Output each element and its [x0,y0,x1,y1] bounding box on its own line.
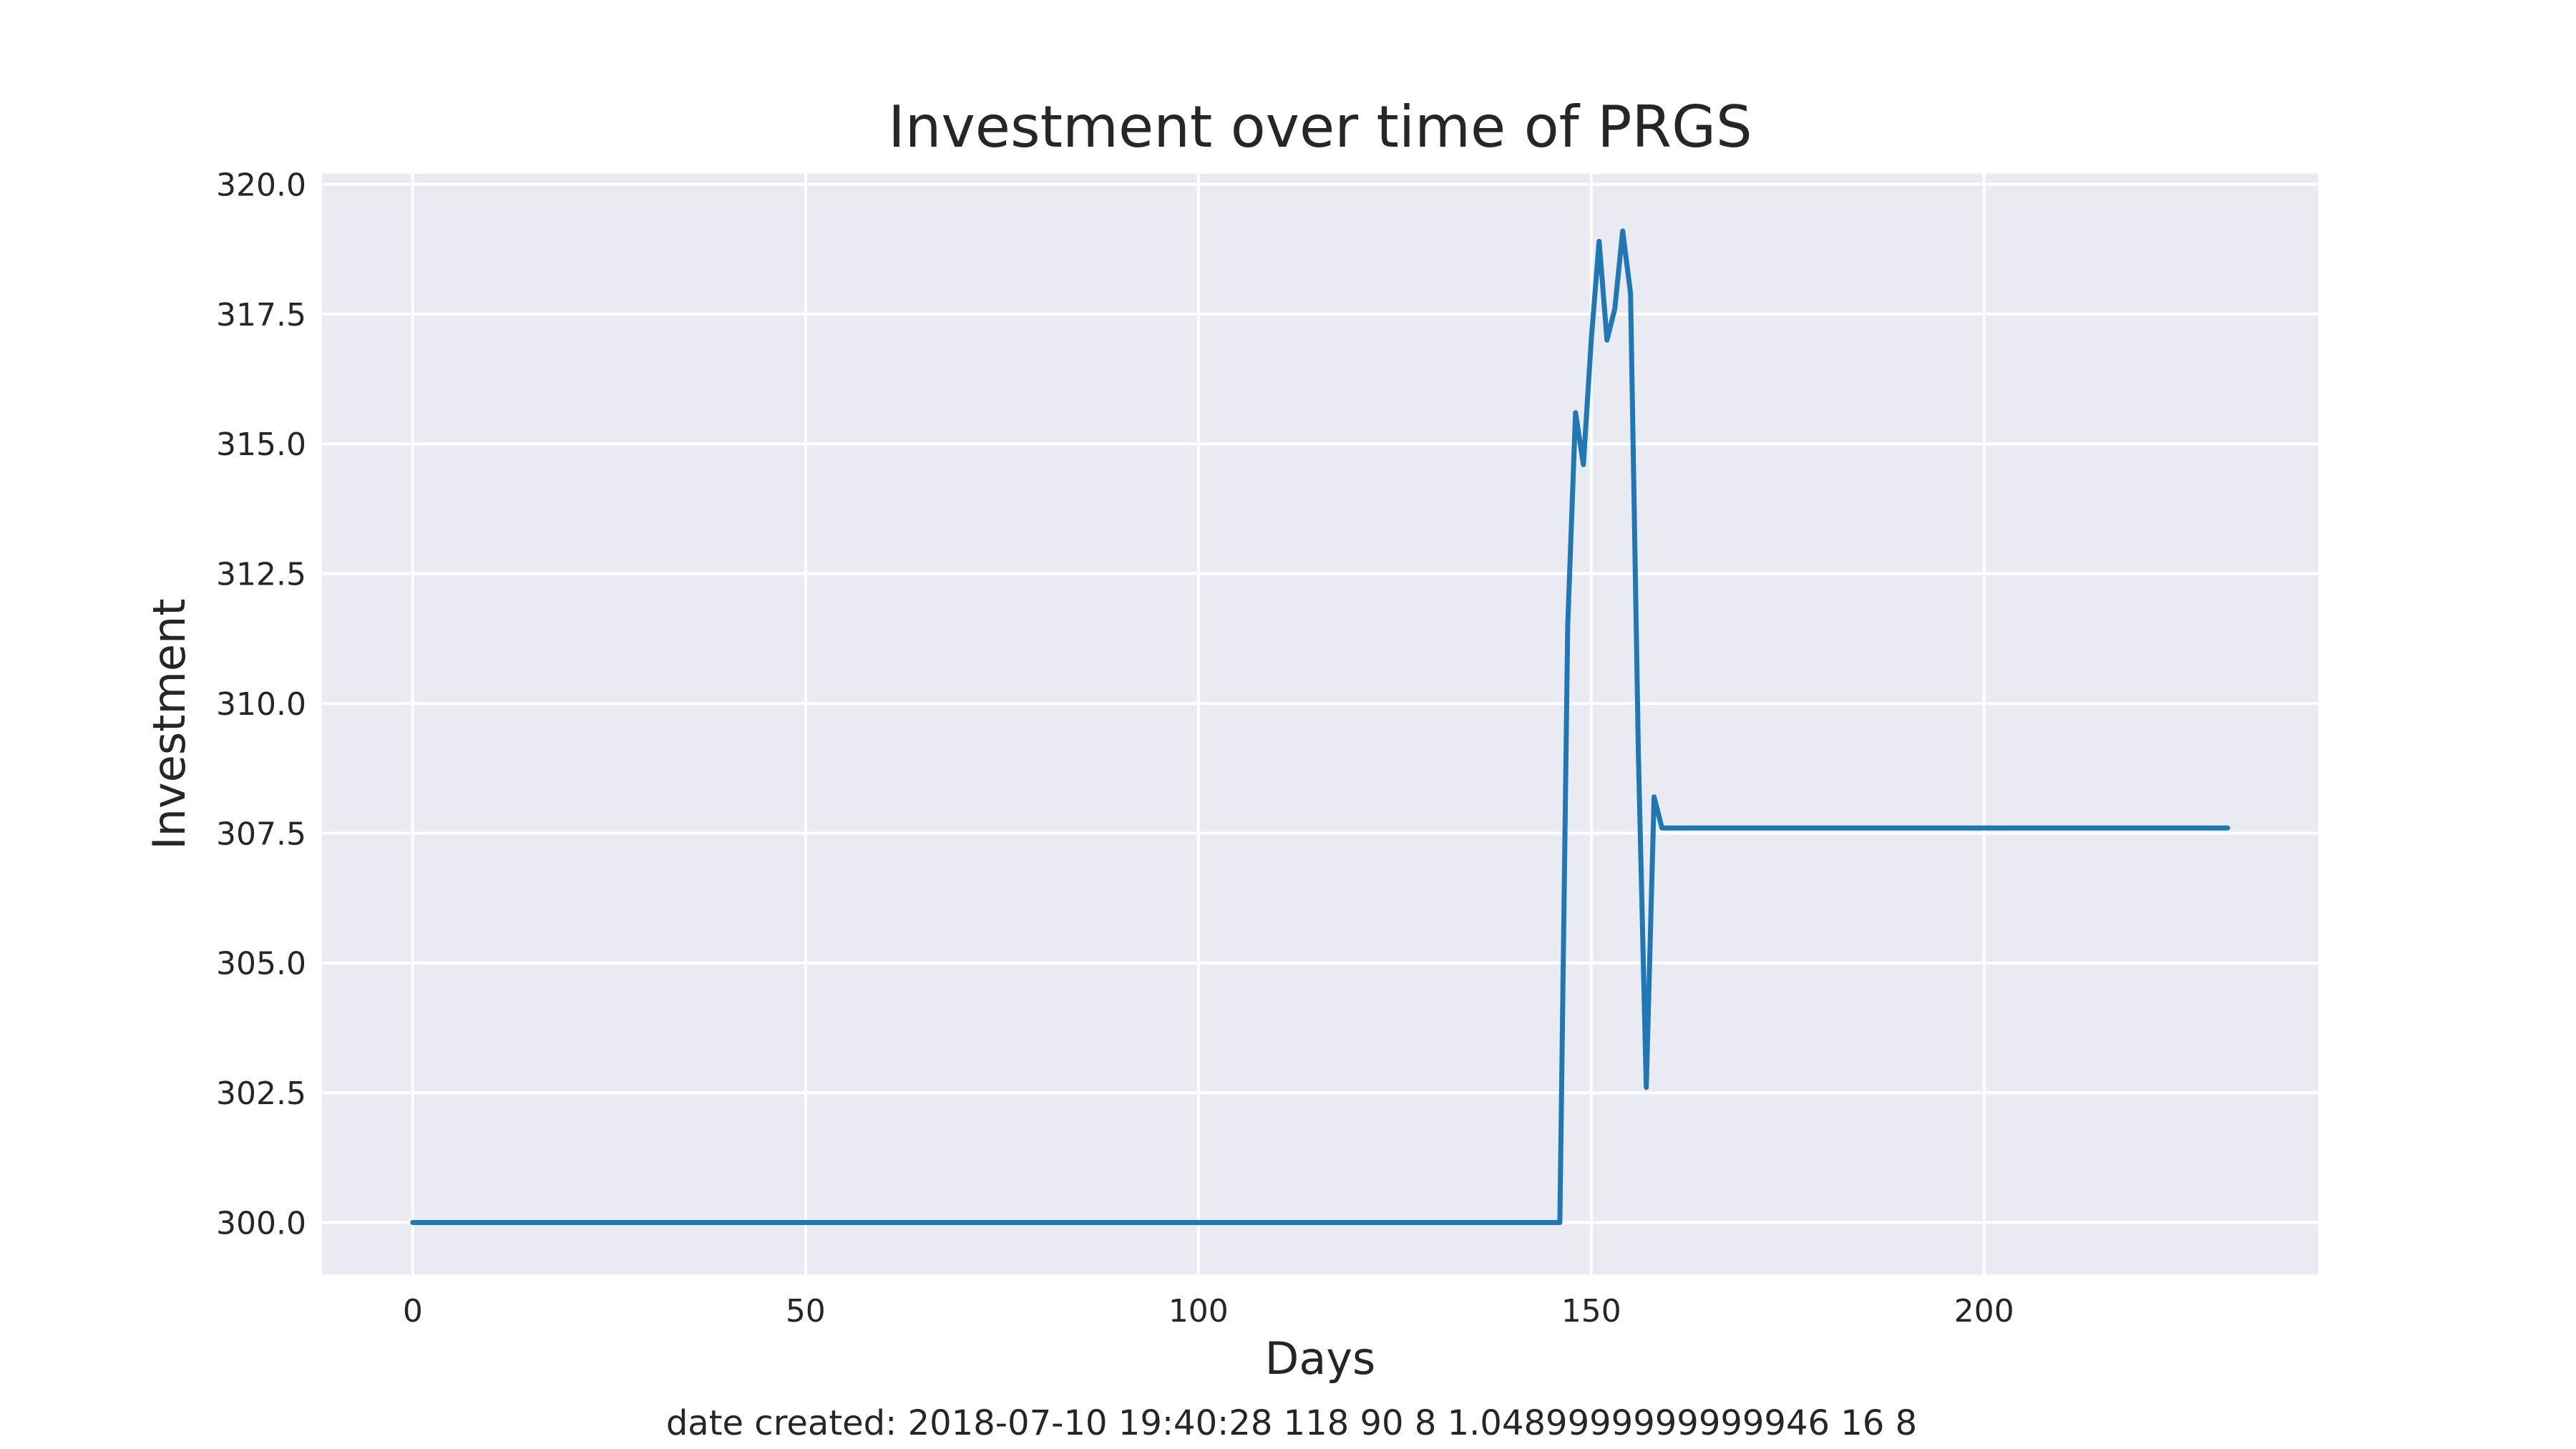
chart-title: Investment over time of PRGS [888,94,1752,160]
x-tick-label: 50 [786,1293,826,1330]
y-tick-label: 317.5 [216,297,306,333]
date-created-caption: date created: 2018-07-10 19:40:28 118 90… [666,1403,1917,1443]
x-axis-label: Days [1265,1332,1376,1385]
y-tick-label: 302.5 [216,1075,306,1112]
y-tick-label: 310.0 [216,686,306,723]
series-line [410,228,2230,1225]
x-tick-label: 0 [403,1293,423,1330]
y-tick-label: 305.0 [216,946,306,982]
x-tick-label: 150 [1561,1293,1621,1330]
plot-area [322,174,2318,1274]
y-tick-label: 320.0 [216,167,306,204]
y-tick-label: 312.5 [216,557,306,593]
y-tick-label: 307.5 [216,816,306,852]
series-layer [410,228,2230,1225]
y-tick-label: 315.0 [216,426,306,463]
y-tick-label: 300.0 [216,1205,306,1241]
tick-labels: 0 50 100 150 200 300.0 302.5 305.0 307.5 310.0 312… [216,167,2014,1330]
x-tick-label: 200 [1954,1293,2014,1330]
x-tick-label: 100 [1169,1293,1229,1330]
y-axis-label: Investment [143,598,195,849]
